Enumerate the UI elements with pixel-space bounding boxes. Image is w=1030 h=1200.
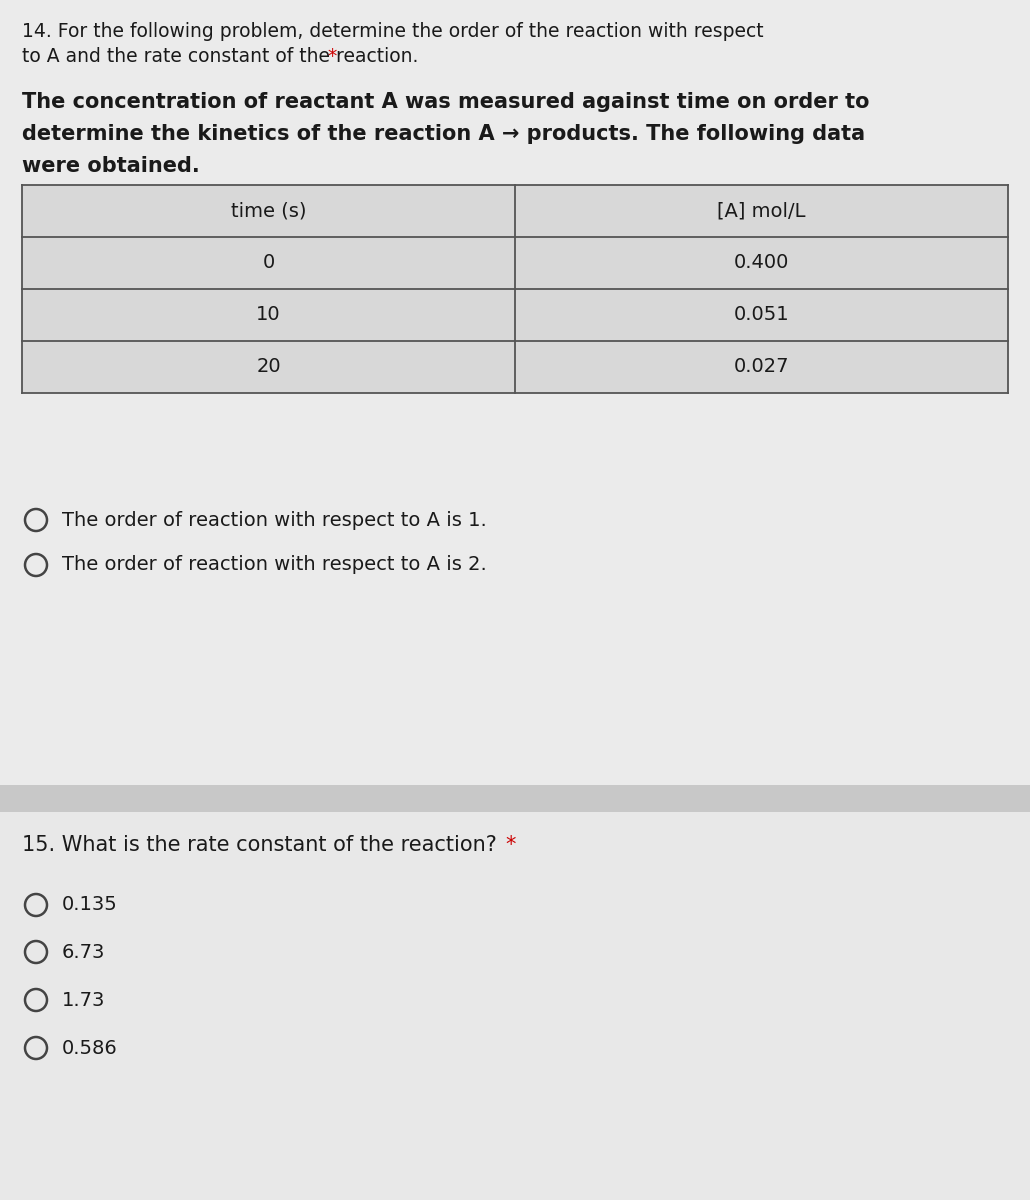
Text: 20: 20 bbox=[256, 358, 281, 377]
Text: 0.400: 0.400 bbox=[733, 253, 789, 272]
Text: The concentration of reactant A was measured against time on order to: The concentration of reactant A was meas… bbox=[22, 92, 869, 112]
Text: 0.586: 0.586 bbox=[62, 1038, 117, 1057]
Text: time (s): time (s) bbox=[231, 202, 306, 221]
Text: *: * bbox=[322, 47, 337, 66]
Text: *: * bbox=[505, 835, 515, 854]
Text: were obtained.: were obtained. bbox=[22, 156, 200, 176]
Text: The order of reaction with respect to A is 1.: The order of reaction with respect to A … bbox=[62, 510, 487, 529]
Text: 15. What is the rate constant of the reaction?: 15. What is the rate constant of the rea… bbox=[22, 835, 504, 854]
Text: 10: 10 bbox=[256, 306, 281, 324]
Text: 0: 0 bbox=[263, 253, 275, 272]
Bar bbox=[0, 812, 1030, 1200]
Text: The order of reaction with respect to A is 2.: The order of reaction with respect to A … bbox=[62, 556, 487, 575]
Text: 14. For the following problem, determine the order of the reaction with respect: 14. For the following problem, determine… bbox=[22, 22, 763, 41]
Text: 0.135: 0.135 bbox=[62, 895, 117, 914]
Text: [A] mol/L: [A] mol/L bbox=[717, 202, 805, 221]
Text: 6.73: 6.73 bbox=[62, 942, 105, 961]
Bar bbox=[22, 185, 1008, 392]
Text: determine the kinetics of the reaction A → products. The following data: determine the kinetics of the reaction A… bbox=[22, 124, 865, 144]
Bar bbox=[0, 0, 1030, 785]
Text: 1.73: 1.73 bbox=[62, 990, 105, 1009]
Bar bbox=[0, 785, 1030, 812]
Text: 0.051: 0.051 bbox=[733, 306, 789, 324]
Text: 0.027: 0.027 bbox=[733, 358, 789, 377]
Text: to A and the rate constant of the reaction.: to A and the rate constant of the reacti… bbox=[22, 47, 418, 66]
